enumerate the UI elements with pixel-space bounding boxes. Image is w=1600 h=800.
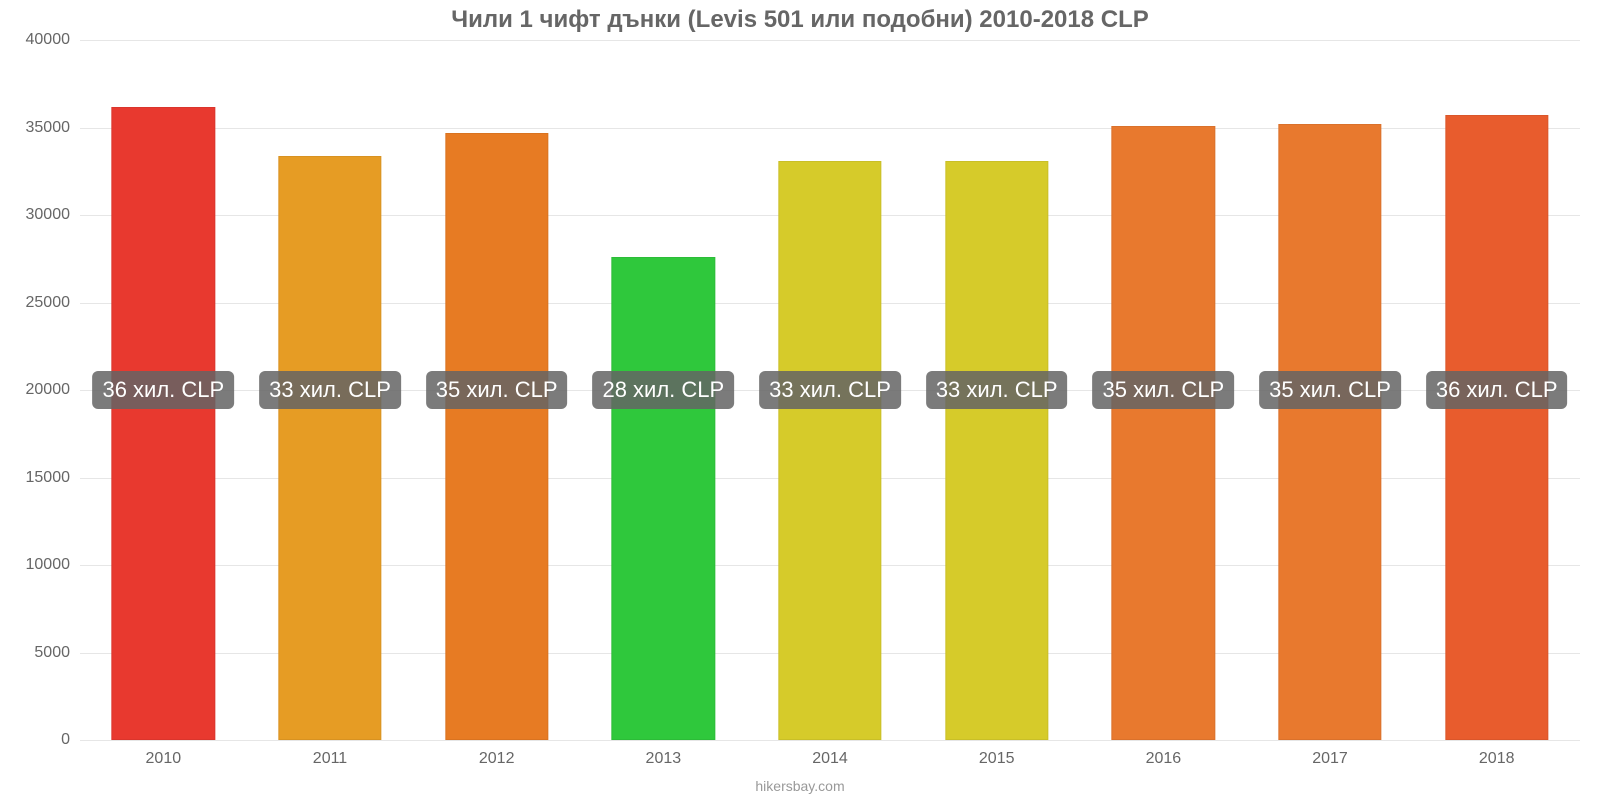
grid-line: [80, 740, 1580, 741]
chart-container: Чили 1 чифт дънки (Levis 501 или подобни…: [0, 0, 1600, 800]
y-axis-tick: 35000: [20, 119, 70, 137]
y-axis-tick: 20000: [20, 381, 70, 399]
bar-value-label: 36 хил. CLP: [92, 371, 234, 409]
bar-slot: 35 хил. CLP2012: [413, 40, 580, 740]
bar-value-label: 33 хил. CLP: [759, 371, 901, 409]
bar-value-label: 36 хил. CLP: [1426, 371, 1568, 409]
bar: [778, 161, 881, 740]
bar: [1445, 115, 1548, 740]
bar-value-label: 35 хил. CLP: [426, 371, 568, 409]
chart-attribution: hikersbay.com: [0, 778, 1600, 794]
bar-slot: 36 хил. CLP2010: [80, 40, 247, 740]
bar: [612, 257, 715, 740]
x-axis-tick: 2013: [646, 750, 682, 768]
y-axis-tick: 0: [20, 731, 70, 749]
bar: [945, 161, 1048, 740]
x-axis-tick: 2011: [313, 750, 347, 768]
bar: [112, 107, 215, 741]
bar: [445, 133, 548, 740]
x-axis-tick: 2012: [479, 750, 515, 768]
bar-slot: 33 хил. CLP2014: [747, 40, 914, 740]
bar-value-label: 35 хил. CLP: [1259, 371, 1401, 409]
bar-value-label: 28 хил. CLP: [592, 371, 734, 409]
x-axis-tick: 2016: [1146, 750, 1182, 768]
chart-title: Чили 1 чифт дънки (Levis 501 или подобни…: [0, 6, 1600, 34]
bar-slot: 33 хил. CLP2015: [913, 40, 1080, 740]
y-axis-tick: 5000: [20, 644, 70, 662]
y-axis-tick: 25000: [20, 294, 70, 312]
y-axis-tick: 40000: [20, 31, 70, 49]
x-axis-tick: 2017: [1312, 750, 1348, 768]
bar: [1112, 126, 1215, 740]
x-axis-tick: 2014: [812, 750, 848, 768]
bar-slot: 36 хил. CLP2018: [1413, 40, 1580, 740]
bar-slot: 33 хил. CLP2011: [247, 40, 414, 740]
x-axis-tick: 2018: [1479, 750, 1515, 768]
bar-value-label: 33 хил. CLP: [926, 371, 1068, 409]
x-axis-tick: 2015: [979, 750, 1015, 768]
x-axis-tick: 2010: [146, 750, 182, 768]
bar: [1278, 124, 1381, 740]
bar: [278, 156, 381, 741]
y-axis-tick: 15000: [20, 469, 70, 487]
bar-value-label: 33 хил. CLP: [259, 371, 401, 409]
bars-group: 36 хил. CLP201033 хил. CLP201135 хил. CL…: [80, 40, 1580, 740]
plot-area: 0500010000150002000025000300003500040000…: [80, 40, 1580, 740]
y-axis-tick: 30000: [20, 206, 70, 224]
bar-slot: 28 хил. CLP2013: [580, 40, 747, 740]
bar-slot: 35 хил. CLP2017: [1247, 40, 1414, 740]
y-axis-tick: 10000: [20, 556, 70, 574]
bar-value-label: 35 хил. CLP: [1092, 371, 1234, 409]
bar-slot: 35 хил. CLP2016: [1080, 40, 1247, 740]
